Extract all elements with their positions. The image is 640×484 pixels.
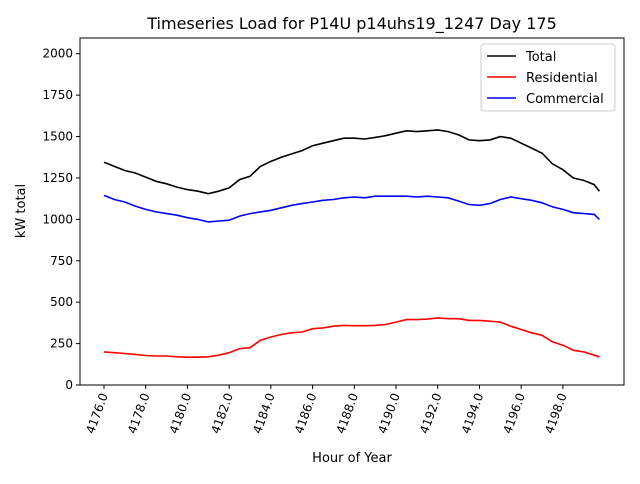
series-line-total	[103, 129, 601, 195]
legend: Total Residential Commercial	[480, 43, 616, 112]
y-tick-label: 0	[65, 378, 73, 392]
x-tick-label: 4196.0	[500, 391, 528, 435]
x-tick-label: 4198.0	[542, 391, 570, 435]
y-axis-label: kW total	[14, 184, 29, 238]
legend-label-total: Total	[525, 50, 556, 65]
y-tick-label: 750	[50, 254, 73, 268]
y-tick-label: 1000	[42, 212, 73, 226]
series-line-residential	[103, 317, 600, 359]
series-line-commercial	[103, 194, 600, 223]
x-tick-label: 4182.0	[208, 391, 236, 435]
legend-box	[480, 43, 616, 112]
y-tick-label: 1250	[42, 171, 73, 185]
x-axis-label: Hour of Year	[312, 451, 392, 466]
x-tick-label: 4190.0	[375, 391, 403, 435]
x-tick-label: 4180.0	[167, 391, 195, 435]
y-tick-label: 250	[50, 337, 73, 351]
x-tick-label: 4186.0	[292, 391, 320, 435]
y-tick-label: 500	[50, 295, 73, 309]
legend-label-commercial: Commercial	[526, 92, 604, 107]
x-tick-label: 4194.0	[459, 391, 487, 435]
x-tick-label: 4188.0	[334, 391, 362, 435]
x-tick-label: 4192.0	[417, 391, 445, 435]
y-tick-label: 1750	[42, 88, 73, 102]
y-tick-label: 1500	[42, 130, 73, 144]
x-tick-label: 4184.0	[250, 391, 278, 435]
legend-label-residential: Residential	[526, 71, 598, 86]
x-tick-label: 4176.0	[83, 391, 111, 435]
y-tick-label: 2000	[42, 47, 73, 61]
chart-title: Timeseries Load for P14U p14uhs19_1247 D…	[146, 14, 557, 34]
x-tick-label: 4178.0	[125, 391, 153, 435]
